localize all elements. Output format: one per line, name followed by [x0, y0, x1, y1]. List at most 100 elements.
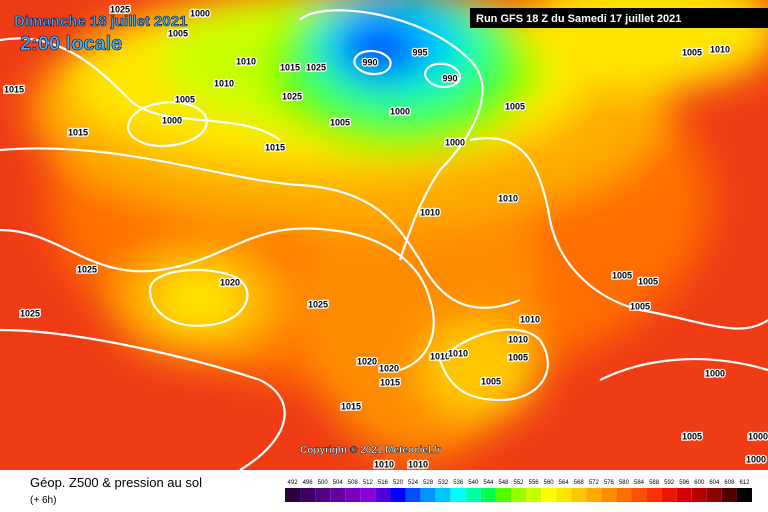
scale-swatch [571, 488, 587, 502]
scale-label: 580 [619, 480, 630, 486]
scale-label: 568 [574, 480, 585, 486]
scale-swatch [691, 488, 707, 502]
scale-label: 540 [468, 480, 479, 486]
isobar-label: 1000 [390, 106, 410, 116]
isobar-label: 1015 [280, 62, 300, 72]
scale-swatch [510, 488, 527, 502]
scale-label: 576 [604, 480, 615, 486]
isobar-label: 1010 [420, 207, 440, 217]
isobar-label: 1015 [380, 377, 400, 387]
scale-swatch [526, 488, 542, 502]
isobar-label: 1000 [162, 115, 182, 125]
isobar-label: 1020 [357, 356, 377, 366]
scale-label: 608 [724, 480, 735, 486]
scale-label: 556 [529, 480, 540, 486]
scale-label: 592 [664, 480, 675, 486]
isobar-label: 1025 [306, 62, 326, 72]
isobar-label: 1000 [190, 8, 210, 18]
scale-swatch [480, 488, 496, 502]
scale-swatch [706, 488, 722, 502]
isobar-label: 1005 [330, 117, 350, 127]
scale-label: 552 [513, 480, 524, 486]
scale-label: 604 [709, 480, 720, 486]
isobar-label: 1000 [705, 368, 725, 378]
scale-label: 496 [303, 480, 314, 486]
scale-label: 548 [498, 480, 509, 486]
scale-swatch [285, 488, 301, 502]
isobar-label: 1015 [341, 401, 361, 411]
scale-label: 520 [393, 480, 404, 486]
isobar-label: 1010 [710, 44, 730, 54]
isobar-label: 1010 [430, 351, 450, 361]
scale-label: 600 [694, 480, 705, 486]
scale-label: 572 [589, 480, 600, 486]
scale-swatch [736, 488, 752, 502]
scale-label: 524 [408, 480, 419, 486]
isobar-label: 1025 [20, 308, 40, 318]
scale-label: 544 [483, 480, 494, 486]
scale-label: 584 [634, 480, 645, 486]
scale-swatch [435, 488, 451, 502]
color-scale: 492 496 500 504 508 512 516 520 524 528 532 536 540 5… [285, 480, 752, 502]
isobar-label: 1000 [746, 454, 766, 464]
scale-label: 564 [559, 480, 570, 486]
scale-swatch [646, 488, 662, 502]
scale-swatch [390, 488, 406, 502]
scale-label: 500 [318, 480, 329, 486]
isobar-label: 990 [442, 73, 457, 83]
isobar-label: 1005 [168, 28, 188, 38]
scale-swatch [586, 488, 602, 502]
footer-title: Géop. Z500 & pression au sol [30, 475, 202, 490]
scale-label: 516 [378, 480, 389, 486]
scale-swatch [616, 488, 632, 502]
isobar-label: 1010 [508, 334, 528, 344]
isobar-label: 1015 [4, 84, 24, 94]
isobar-label: 1025 [308, 299, 328, 309]
isobar-label: 990 [362, 57, 377, 67]
run-banner [470, 8, 768, 28]
isobar-label: 1025 [110, 4, 130, 14]
scale-swatch [375, 488, 391, 502]
isobar-label: 995 [412, 47, 427, 57]
scale-swatch [556, 488, 572, 502]
date: Dimanche 18 juillet 2021 [14, 13, 187, 30]
scale-swatch [300, 488, 316, 502]
scale-swatch [495, 488, 511, 502]
scale-swatch [661, 488, 677, 502]
isobar-label: 1005 [175, 94, 195, 104]
isobar-label: 1020 [220, 277, 240, 287]
isobars [0, 9, 768, 470]
scale-label: 504 [333, 480, 344, 486]
scale-swatch [450, 488, 466, 502]
isobar-label: 1005 [638, 276, 658, 286]
isobar-label: 1020 [379, 363, 399, 373]
scale-label: 532 [438, 480, 449, 486]
scale-swatch [676, 488, 692, 502]
isobar-label: 1010 [448, 348, 468, 358]
footer-subtitle: (+ 6h) [30, 495, 56, 506]
isobar-label: 1005 [481, 376, 501, 386]
scale-label: 536 [453, 480, 464, 486]
scale-label: 588 [649, 480, 660, 486]
scale-label: 508 [348, 480, 359, 486]
run-info: Run GFS 18 Z du Samedi 17 juillet 2021 [476, 13, 681, 25]
scale-label: 492 [288, 480, 299, 486]
isobar-label: 1000 [445, 137, 465, 147]
scale-swatch [420, 488, 436, 502]
isobar-label: 1010 [374, 459, 394, 469]
scale-swatch [721, 488, 737, 502]
isobar-label: 1010 [214, 78, 234, 88]
isobar-label: 1010 [236, 56, 256, 66]
isobar-label: 1025 [77, 264, 97, 274]
isobar-label: 1010 [408, 459, 428, 469]
isobar-label: 1000 [748, 431, 768, 441]
scale-swatch [360, 488, 376, 502]
scale-swatch [465, 488, 481, 502]
scale-label: 528 [423, 480, 434, 486]
scale-label: 596 [679, 480, 690, 486]
scale-swatch [541, 488, 557, 502]
isobar-label: 1010 [498, 193, 518, 203]
